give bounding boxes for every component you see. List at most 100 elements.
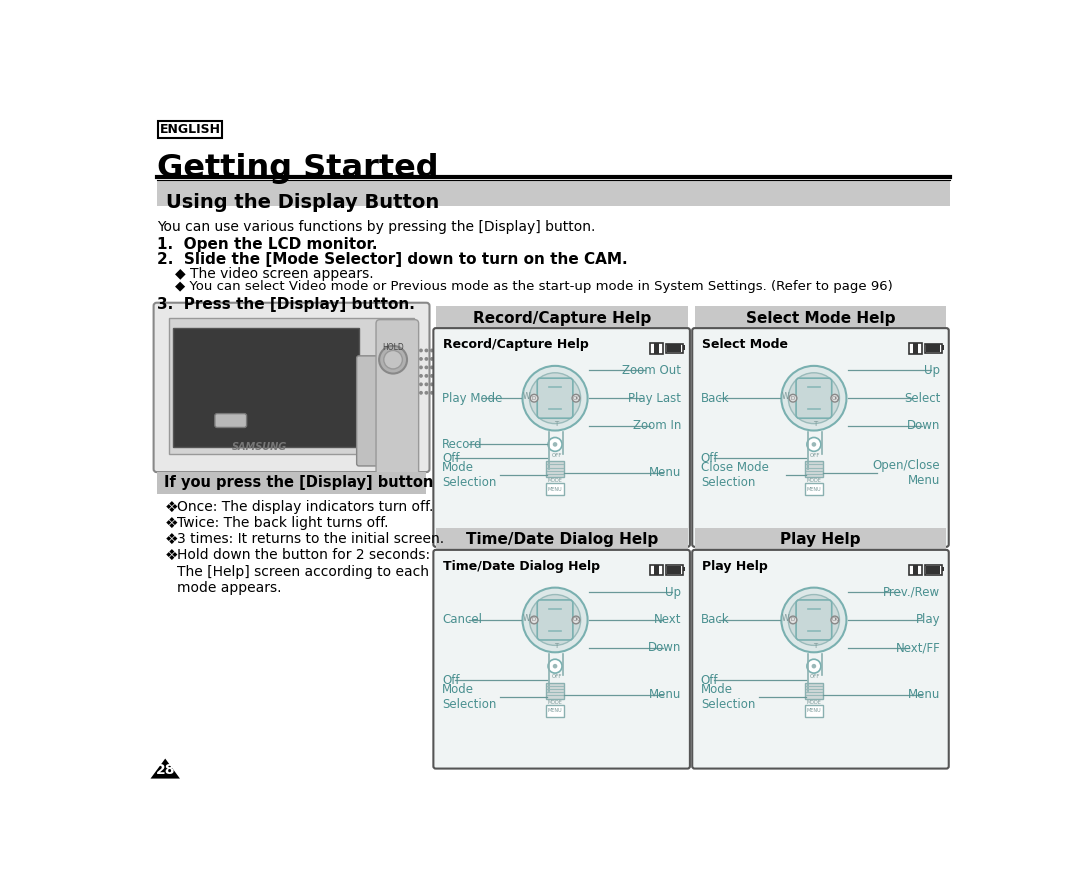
Bar bbox=[545, 483, 565, 495]
Text: T: T bbox=[813, 422, 818, 428]
Text: OFF: OFF bbox=[810, 674, 821, 679]
Text: Mode
Selection: Mode Selection bbox=[442, 683, 497, 711]
Circle shape bbox=[424, 383, 429, 386]
Text: Next: Next bbox=[653, 613, 681, 627]
Bar bbox=[909, 565, 921, 576]
Ellipse shape bbox=[523, 588, 588, 652]
Circle shape bbox=[435, 383, 440, 386]
Bar bbox=[157, 472, 427, 494]
Bar bbox=[805, 705, 823, 717]
Text: Record/Capture Help: Record/Capture Help bbox=[444, 338, 590, 351]
Text: MENU: MENU bbox=[807, 487, 821, 492]
Text: Select Mode: Select Mode bbox=[702, 338, 788, 351]
Text: T: T bbox=[554, 643, 558, 649]
Polygon shape bbox=[150, 759, 180, 779]
Text: T: T bbox=[813, 643, 818, 649]
Text: SAMSUNG: SAMSUNG bbox=[231, 442, 286, 452]
Bar bbox=[654, 565, 659, 576]
Circle shape bbox=[419, 348, 423, 352]
Bar bbox=[650, 343, 663, 354]
Circle shape bbox=[811, 664, 816, 669]
Text: 3.  Press the [Display] button.: 3. Press the [Display] button. bbox=[157, 297, 415, 312]
Circle shape bbox=[419, 391, 423, 395]
Circle shape bbox=[548, 437, 562, 451]
Text: Back: Back bbox=[701, 392, 729, 405]
Text: Mode
Selection: Mode Selection bbox=[701, 683, 755, 711]
Bar bbox=[157, 180, 950, 206]
Text: Zoom Out: Zoom Out bbox=[622, 364, 681, 377]
Text: Play Last: Play Last bbox=[629, 392, 681, 405]
Circle shape bbox=[424, 391, 429, 395]
Bar bbox=[650, 565, 663, 576]
Bar bbox=[683, 345, 685, 349]
Circle shape bbox=[441, 365, 445, 370]
Bar bbox=[683, 567, 685, 571]
FancyBboxPatch shape bbox=[796, 378, 832, 418]
Bar bbox=[942, 567, 944, 571]
Text: OFF: OFF bbox=[810, 452, 821, 458]
Bar bbox=[805, 483, 823, 495]
Bar bbox=[545, 705, 565, 717]
Text: Record/Capture Help: Record/Capture Help bbox=[473, 311, 651, 326]
Text: 1.  Open the LCD monitor.: 1. Open the LCD monitor. bbox=[157, 237, 377, 252]
Circle shape bbox=[430, 374, 434, 378]
Circle shape bbox=[572, 394, 580, 402]
Circle shape bbox=[441, 383, 445, 386]
Text: Once: The display indicators turn off.: Once: The display indicators turn off. bbox=[177, 500, 433, 514]
Circle shape bbox=[430, 357, 434, 361]
Text: MODE: MODE bbox=[807, 478, 821, 483]
Bar bbox=[926, 344, 941, 352]
Circle shape bbox=[419, 365, 423, 370]
Ellipse shape bbox=[788, 595, 839, 645]
Text: Play: Play bbox=[916, 613, 941, 627]
Text: Off: Off bbox=[701, 451, 718, 465]
Text: ◆ You can select Video mode or Previous mode as the start-up mode in System Sett: ◆ You can select Video mode or Previous … bbox=[175, 280, 893, 293]
Circle shape bbox=[424, 374, 429, 378]
Text: Off: Off bbox=[701, 673, 718, 686]
Ellipse shape bbox=[788, 373, 839, 423]
Text: Record: Record bbox=[442, 438, 483, 451]
Text: OFF: OFF bbox=[552, 452, 562, 458]
Text: Select: Select bbox=[904, 392, 941, 405]
Text: OFF: OFF bbox=[552, 674, 562, 679]
Circle shape bbox=[424, 348, 429, 352]
Bar bbox=[924, 565, 942, 575]
Bar bbox=[666, 565, 683, 575]
Text: 28: 28 bbox=[156, 763, 175, 777]
Circle shape bbox=[831, 616, 839, 624]
Text: Play Mode: Play Mode bbox=[442, 392, 502, 405]
Text: Off: Off bbox=[442, 673, 459, 686]
Circle shape bbox=[419, 374, 423, 378]
Text: Hold down the button for 2 seconds:
The [Help] screen according to each
mode app: Hold down the button for 2 seconds: The … bbox=[177, 548, 430, 595]
Text: ❖: ❖ bbox=[164, 500, 178, 515]
FancyBboxPatch shape bbox=[537, 600, 572, 640]
Circle shape bbox=[430, 348, 434, 352]
FancyBboxPatch shape bbox=[215, 414, 246, 428]
Text: 2.  Slide the [Mode Selector] down to turn on the CAM.: 2. Slide the [Mode Selector] down to tur… bbox=[157, 252, 627, 267]
Text: Cancel: Cancel bbox=[442, 613, 482, 627]
Ellipse shape bbox=[781, 366, 847, 430]
Text: Using the Display Button: Using the Display Button bbox=[166, 194, 440, 212]
Text: D: D bbox=[532, 618, 537, 622]
Circle shape bbox=[807, 659, 821, 673]
Circle shape bbox=[435, 357, 440, 361]
Bar bbox=[666, 343, 683, 353]
Bar bbox=[694, 528, 946, 553]
Text: MENU: MENU bbox=[807, 708, 821, 714]
Text: If you press the [Display] button: If you press the [Display] button bbox=[164, 475, 434, 490]
Circle shape bbox=[831, 394, 839, 402]
Circle shape bbox=[530, 616, 538, 624]
Circle shape bbox=[441, 374, 445, 378]
FancyBboxPatch shape bbox=[692, 328, 948, 546]
Circle shape bbox=[419, 357, 423, 361]
Circle shape bbox=[383, 350, 403, 369]
Bar bbox=[942, 345, 944, 349]
Text: Twice: The back light turns off.: Twice: The back light turns off. bbox=[177, 516, 389, 530]
Text: Menu: Menu bbox=[908, 688, 941, 701]
Bar bbox=[805, 461, 823, 477]
Ellipse shape bbox=[781, 588, 847, 652]
Bar bbox=[694, 306, 946, 330]
Bar bbox=[666, 344, 681, 352]
Circle shape bbox=[430, 391, 434, 395]
Bar bbox=[654, 343, 659, 354]
